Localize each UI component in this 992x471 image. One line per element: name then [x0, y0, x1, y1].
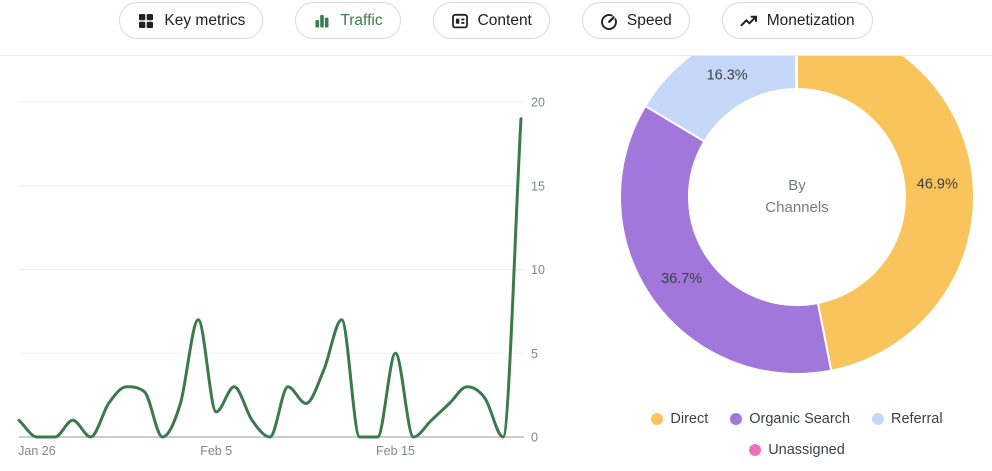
grid-icon: [139, 13, 154, 28]
donut-slice-organic-search[interactable]: [619, 104, 833, 375]
tab-label: Key metrics: [164, 11, 246, 29]
tab-speed[interactable]: Speed: [581, 2, 690, 39]
metrics-nav: Key metrics Traffic Content S: [119, 0, 873, 55]
gauge-icon: [600, 13, 617, 30]
x-tick-label: Feb 5: [200, 444, 232, 458]
tab-label: Content: [477, 11, 532, 29]
channels-donut-chart: 46.9% 36.7% 16.3% By Channels: [619, 56, 975, 375]
x-tick-label: Feb 15: [376, 444, 415, 458]
tab-key-metrics[interactable]: Key metrics: [119, 2, 264, 39]
y-tick-label: 20: [531, 96, 545, 110]
slice-percentage-label: 46.9%: [917, 176, 958, 192]
legend-color-dot: [651, 413, 664, 425]
traffic-line-chart-panel: 0 5 10 15 20 Jan 26 Feb 5 Feb 15: [0, 56, 560, 471]
legend-label: Referral: [891, 411, 943, 427]
slice-percentage-label: 16.3%: [707, 68, 748, 84]
traffic-line-chart: 0 5 10 15 20 Jan 26 Feb 5 Feb 15: [17, 96, 545, 458]
legend-item-organic-search[interactable]: Organic Search: [730, 408, 850, 430]
x-tick-label: Jan 26: [18, 444, 56, 458]
donut-slice-referral[interactable]: [643, 56, 798, 143]
legend-item-unassigned[interactable]: Unassigned: [749, 439, 845, 461]
bar-chart-icon: [315, 14, 329, 27]
traffic-line-series: [17, 117, 523, 439]
legend-color-dot: [872, 413, 885, 425]
legend-color-dot: [730, 413, 743, 425]
y-tick-label: 0: [531, 431, 538, 445]
trending-up-icon: [740, 15, 757, 26]
y-tick-label: 15: [531, 179, 545, 193]
legend-item-referral[interactable]: Referral: [872, 408, 943, 430]
metrics-nav-bar: Key metrics Traffic Content S: [0, 0, 992, 56]
legend-color-dot: [749, 444, 762, 456]
legend-item-direct[interactable]: Direct: [651, 408, 708, 430]
tab-label: Monetization: [766, 11, 855, 29]
channels-donut-panel: 46.9% 36.7% 16.3% By Channels Direct Organic …: [560, 56, 992, 471]
tab-monetization[interactable]: Monetization: [721, 2, 873, 39]
donut-slice-unassigned[interactable]: [795, 56, 798, 91]
donut-legend: Direct Organic Search Referral Unassigned: [617, 408, 977, 461]
legend-label: Unassigned: [768, 442, 845, 458]
slice-percentage-label: 36.7%: [661, 271, 702, 287]
tab-label: Traffic: [340, 11, 383, 29]
legend-label: Organic Search: [749, 411, 851, 427]
y-tick-label: 5: [531, 347, 538, 361]
list-icon: [451, 13, 468, 28]
donut-center-label: By Channels: [765, 177, 828, 216]
tab-label: Speed: [626, 11, 672, 29]
y-tick-label: 10: [531, 263, 545, 277]
donut-slice-direct[interactable]: [796, 56, 975, 372]
legend-label: Direct: [670, 411, 709, 427]
tab-content[interactable]: Content: [432, 2, 550, 39]
tab-traffic[interactable]: Traffic: [295, 2, 401, 39]
